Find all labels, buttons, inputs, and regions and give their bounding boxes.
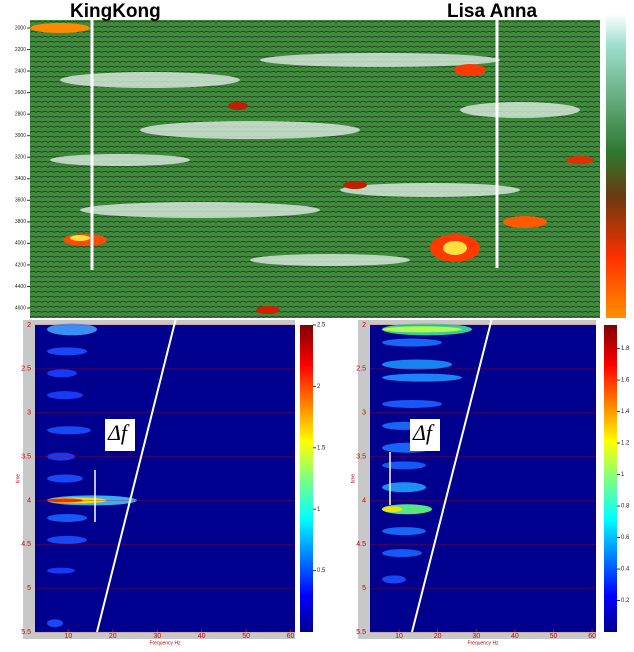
x-tick-label: 30 (472, 633, 480, 640)
y-tick-label: 5.5 (356, 629, 366, 636)
x-tick-label: 60 (287, 633, 295, 640)
spectral-energy (47, 391, 83, 399)
spectral-energy (382, 506, 402, 512)
y-tick-label: 2.5 (21, 366, 31, 373)
colorbar-tick-label: 0.4 (621, 567, 630, 573)
y-tick-label: 2 (362, 322, 366, 329)
y-tick-label: 5 (362, 585, 366, 592)
spectral-energy (47, 514, 87, 522)
y-tick-label: 4 (362, 497, 366, 504)
colorbar-tick-label: 1.2 (621, 441, 630, 447)
spectral-energy (47, 347, 87, 355)
spectral-energy (382, 339, 442, 347)
y-tick-label: 3200 (15, 155, 26, 161)
x-tick-label: 40 (198, 633, 206, 640)
y-tick-label: 4.5 (356, 541, 366, 548)
colorbar (300, 325, 313, 632)
y-tick-label: 2200 (15, 47, 26, 53)
y-tick-label: 2800 (15, 111, 26, 117)
y-tick-label: 2 (27, 322, 31, 329)
spectral-energy (47, 568, 75, 574)
colorbar-tick-label: 0.6 (621, 535, 630, 541)
spectral-energy (47, 475, 83, 483)
y-tick-label: 4.5 (21, 541, 31, 548)
well-label: KingKong (70, 1, 161, 22)
x-tick-label: 30 (153, 633, 161, 640)
y-tick-label: 2000 (15, 25, 26, 31)
colorbar-tick-label: 0.8 (621, 504, 630, 510)
spectral-energy (382, 326, 462, 332)
y-tick-label: 5.5 (21, 629, 31, 636)
y-tick-label: 3.5 (21, 453, 31, 460)
well-label: Lisa Anna (447, 1, 538, 22)
y-tick-label: 4 (27, 497, 31, 504)
spectral-energy (382, 482, 426, 492)
annotation: Δf (412, 420, 435, 445)
colorbar-tick-label: 1 (317, 507, 321, 513)
x-tick-label: 60 (588, 633, 596, 640)
x-tick-label: 20 (109, 633, 117, 640)
spectral-energy (382, 400, 442, 408)
x-tick-label: 10 (395, 633, 403, 640)
y-tick-label: 4600 (15, 305, 26, 311)
x-tick-label: 50 (242, 633, 250, 640)
spectral-energy (47, 536, 87, 544)
colorbar-tick-label: 2 (317, 384, 321, 390)
y-tick-label: 5 (27, 585, 31, 592)
x-axis-label: Frequency Hz (149, 640, 181, 646)
spectral-energy (382, 549, 422, 557)
annotation: Δf (107, 420, 130, 445)
y-tick-label: 2600 (15, 90, 26, 96)
spectra: 2 2.5 3 3.5 4 4.5 5 5.5 10 20 30 40 50 60 Frequency Hz… (15, 318, 630, 646)
x-tick-label: 40 (511, 633, 519, 640)
y-tick-label: 3 (27, 410, 31, 417)
spectral-energy (47, 369, 77, 377)
figure: KingKong Lisa Anna 2000 2200 2400 2600 2800 3… (0, 0, 634, 647)
colorbar (606, 14, 626, 318)
colorbar-tick-label: 1.6 (621, 378, 630, 384)
y-tick-label: 3.5 (356, 453, 366, 460)
y-tick-label: 3800 (15, 219, 26, 225)
spectral-energy (382, 359, 452, 369)
spectral-energy (382, 527, 426, 535)
y-tick-label: 2400 (15, 68, 26, 74)
colorbar-tick-label: 0.2 (621, 598, 630, 604)
y-tick-label: 4000 (15, 241, 26, 247)
spectral-energy (47, 426, 91, 434)
spectrum-area (370, 325, 596, 632)
colorbar-tick-label: 1.4 (621, 409, 630, 415)
y-tick-label: 3000 (15, 133, 26, 139)
spectral-energy (47, 619, 63, 627)
colorbar-tick-label: 1.5 (317, 445, 326, 451)
y-tick-label: 3600 (15, 198, 26, 204)
y-tick-label: 4400 (15, 284, 26, 290)
spectral-energy (382, 461, 426, 469)
spectral-energy (382, 374, 462, 382)
y-tick-label: 4200 (15, 262, 26, 268)
colorbar-tick-label: 1 (621, 472, 625, 478)
x-tick-label: 20 (434, 633, 442, 640)
colorbar-tick-label: 2.5 (317, 323, 326, 329)
colorbar-tick-label: 1.8 (621, 346, 630, 352)
y-tick-label: 3400 (15, 176, 26, 182)
y-axis-label: time (350, 474, 356, 484)
colorbar-tick-label: 0.5 (317, 568, 326, 574)
section-axis: 2000 2200 2400 2600 2800 3000 3200 3400 3600 3800… (15, 25, 30, 311)
x-tick-label: 10 (64, 633, 72, 640)
x-tick-label: 50 (550, 633, 558, 640)
spectral-energy (382, 575, 406, 583)
y-axis-label: time (15, 474, 21, 484)
y-tick-label: 2.5 (356, 366, 366, 373)
y-tick-label: 3 (362, 410, 366, 417)
x-axis-label: Frequency Hz (467, 640, 499, 646)
colorbar (604, 325, 617, 632)
seismic-section: KingKong Lisa Anna (30, 1, 626, 318)
